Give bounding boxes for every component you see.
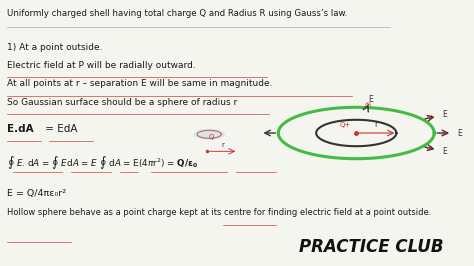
Text: E: E xyxy=(368,95,373,103)
Text: $\oint$ $E$. d$A$ = $\oint$ $E$d$A$ = $E$ $\oint$ d$A$ = E(4$\pi$r$^2$) = $\math: $\oint$ $E$. d$A$ = $\oint$ $E$d$A$ = $E… xyxy=(7,154,198,171)
Text: dA: dA xyxy=(427,115,434,120)
Text: dA: dA xyxy=(440,131,447,135)
Text: Q+: Q+ xyxy=(340,122,351,128)
Text: = EdA: = EdA xyxy=(42,124,78,134)
Text: Hollow sphere behave as a point charge kept at its centre for finding electric f: Hollow sphere behave as a point charge k… xyxy=(7,208,431,217)
Text: At all points at r – separation E will be same in magnitude.: At all points at r – separation E will b… xyxy=(7,79,272,88)
Text: E = Q/4πε₀r²: E = Q/4πε₀r² xyxy=(7,189,66,198)
Text: E.dA: E.dA xyxy=(7,124,33,134)
Text: E: E xyxy=(442,147,447,156)
Text: dA: dA xyxy=(365,102,372,107)
Text: Q: Q xyxy=(209,134,214,140)
Text: PRACTICE CLUB: PRACTICE CLUB xyxy=(299,238,443,256)
Text: 1) At a point outside.: 1) At a point outside. xyxy=(7,43,102,52)
Text: Electric field at P will be radially outward.: Electric field at P will be radially out… xyxy=(7,61,195,70)
Text: r: r xyxy=(374,120,378,129)
Text: E: E xyxy=(458,128,463,138)
Text: E: E xyxy=(442,110,447,119)
Text: Uniformly charged shell having total charge Q and Radius R using Gauss’s law.: Uniformly charged shell having total cha… xyxy=(7,9,347,18)
Text: So Gaussian surface should be a sphere of radius r: So Gaussian surface should be a sphere o… xyxy=(7,98,237,107)
Text: r: r xyxy=(221,142,224,148)
Ellipse shape xyxy=(193,129,225,140)
Text: dA: dA xyxy=(427,146,434,151)
